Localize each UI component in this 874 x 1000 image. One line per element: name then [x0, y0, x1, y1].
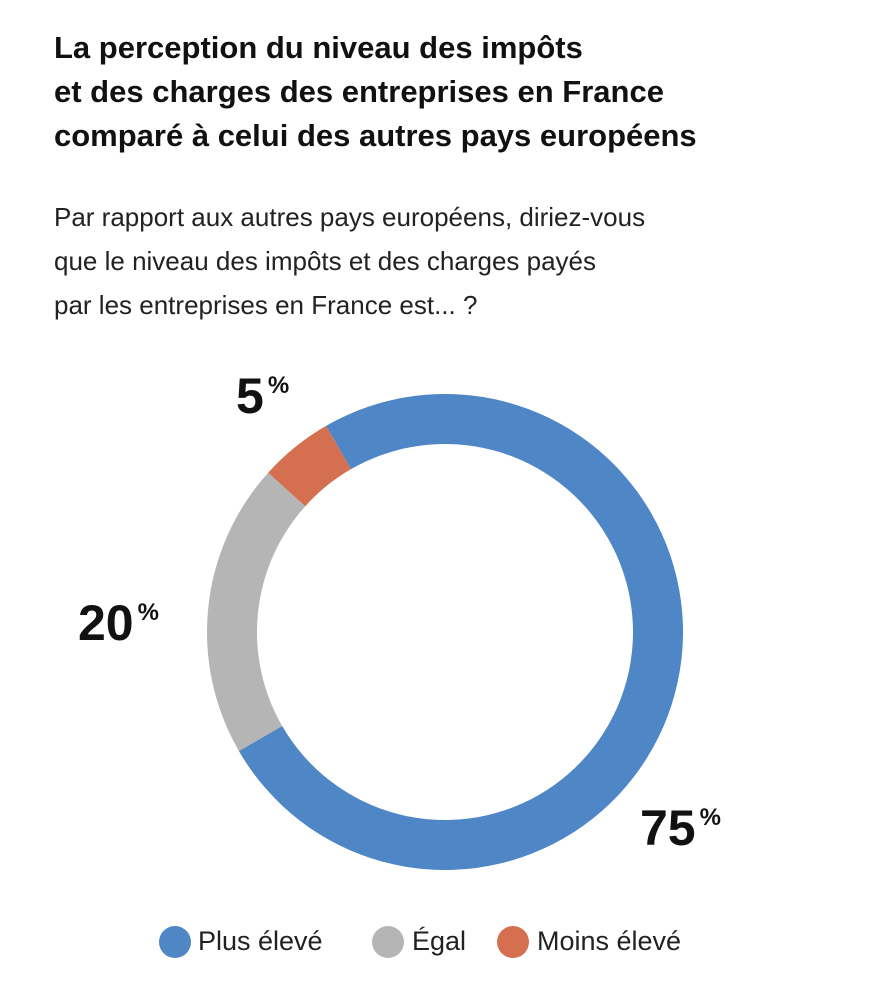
- value-label: 5%: [236, 368, 289, 424]
- chart-title: et des charges des entreprises en France: [54, 74, 664, 109]
- legend-label: Égal: [412, 926, 466, 956]
- value-label: 75%: [640, 800, 721, 856]
- pie-slice: [268, 425, 351, 507]
- pie-slice: [207, 472, 306, 751]
- legend-label: Moins élevé: [537, 926, 681, 956]
- legend-swatch: [497, 926, 529, 958]
- legend-swatch: [372, 926, 404, 958]
- chart-title: comparé à celui des autres pays européen…: [54, 118, 697, 153]
- value-label: 20%: [78, 595, 159, 651]
- chart-subtitle: que le niveau des impôts et des charges …: [54, 246, 596, 276]
- chart-subtitle: Par rapport aux autres pays européens, d…: [54, 202, 645, 232]
- legend-label: Plus élevé: [198, 926, 323, 956]
- chart-subtitle: par les entreprises en France est... ?: [54, 290, 477, 320]
- legend-swatch: [159, 926, 191, 958]
- chart-title: La perception du niveau des impôts: [54, 30, 583, 65]
